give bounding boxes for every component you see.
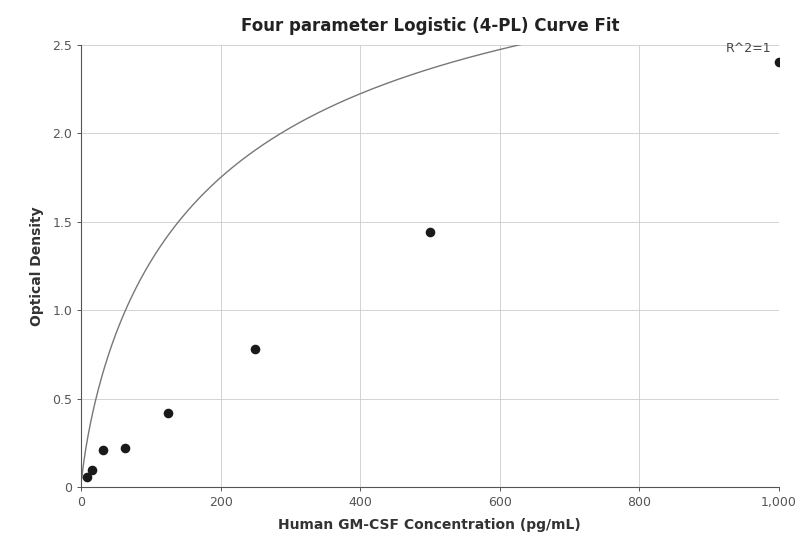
Y-axis label: Optical Density: Optical Density (30, 206, 44, 326)
Point (249, 345, 262, 354)
Point (118, 444, 131, 452)
Point (97, 446, 109, 455)
Text: R^2=1: R^2=1 (726, 43, 771, 55)
Point (423, 228, 436, 237)
X-axis label: Human GM-CSF Concentration (pg/mL): Human GM-CSF Concentration (pg/mL) (278, 517, 581, 531)
Point (772, 58, 785, 67)
Point (85, 465, 98, 474)
Point (80, 472, 93, 481)
Point (161, 408, 175, 417)
Title: Four parameter Logistic (4-PL) Curve Fit: Four parameter Logistic (4-PL) Curve Fit (241, 17, 619, 35)
